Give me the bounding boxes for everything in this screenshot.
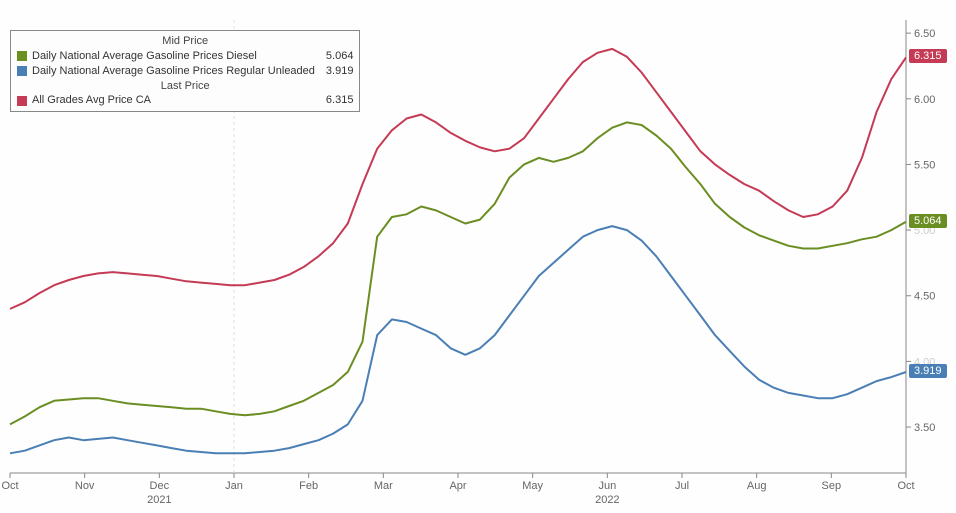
svg-text:2022: 2022: [595, 494, 619, 506]
svg-text:Nov: Nov: [75, 480, 95, 492]
end-badge-diesel: 5.064: [909, 214, 947, 228]
legend-swatch-diesel: [17, 51, 27, 61]
svg-text:Mar: Mar: [374, 480, 393, 492]
svg-text:Jul: Jul: [675, 480, 689, 492]
chart-container: 3.504.004.505.005.506.006.50OctNovDecJan…: [0, 0, 956, 513]
legend-header-last: Last Price: [17, 79, 353, 94]
svg-text:Aug: Aug: [747, 480, 767, 492]
svg-text:Oct: Oct: [897, 480, 914, 492]
legend-row-ca: All Grades Avg Price CA 6.315: [17, 93, 353, 108]
svg-text:Feb: Feb: [299, 480, 318, 492]
end-badge-ca_all: 6.315: [909, 49, 947, 63]
svg-text:Oct: Oct: [1, 480, 18, 492]
svg-text:May: May: [522, 480, 543, 492]
svg-text:6.50: 6.50: [914, 28, 935, 40]
legend-value-diesel: 5.064: [320, 49, 354, 64]
svg-text:Dec: Dec: [150, 480, 170, 492]
legend-value-regular: 3.919: [320, 64, 354, 79]
legend-swatch-regular: [17, 66, 27, 76]
legend-label-ca: All Grades Avg Price CA: [32, 93, 315, 108]
legend-row-regular: Daily National Average Gasoline Prices R…: [17, 64, 353, 79]
svg-text:6.00: 6.00: [914, 94, 935, 106]
legend-label-diesel: Daily National Average Gasoline Prices D…: [32, 49, 315, 64]
legend-header-mid: Mid Price: [17, 34, 353, 49]
svg-text:Jun: Jun: [598, 480, 616, 492]
svg-text:5.50: 5.50: [914, 159, 935, 171]
legend-swatch-ca: [17, 96, 27, 106]
legend-value-ca: 6.315: [320, 93, 354, 108]
legend-label-regular: Daily National Average Gasoline Prices R…: [32, 64, 315, 79]
svg-text:Sep: Sep: [822, 480, 842, 492]
svg-text:3.50: 3.50: [914, 422, 935, 434]
svg-text:Apr: Apr: [449, 480, 466, 492]
svg-text:4.50: 4.50: [914, 291, 935, 303]
end-badge-regular: 3.919: [909, 364, 947, 378]
svg-text:Jan: Jan: [225, 480, 243, 492]
legend-box: Mid Price Daily National Average Gasolin…: [10, 30, 360, 112]
svg-text:2021: 2021: [147, 494, 171, 506]
legend-row-diesel: Daily National Average Gasoline Prices D…: [17, 49, 353, 64]
